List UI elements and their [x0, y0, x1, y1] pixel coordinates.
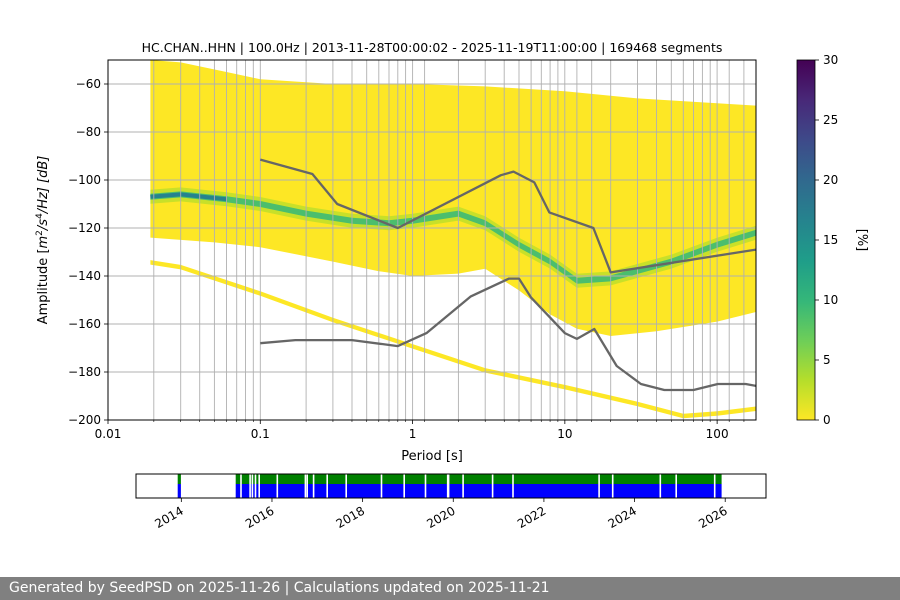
x-tick-label: 1: [409, 427, 417, 441]
timeline-gap: [249, 474, 251, 498]
timeline: 2014 2016 2018 2020 2022 2024 2026: [135, 473, 767, 531]
colorbar-tick-label: 10: [823, 293, 838, 307]
timeline-gap: [276, 474, 279, 498]
y-tick-label: −180: [68, 365, 101, 379]
timeline-gap: [254, 474, 257, 498]
psd-mode-band-core: [150, 191, 756, 284]
timeline-tick-label: 2024: [606, 504, 639, 531]
grid: [108, 60, 756, 420]
colorbar-tick-label: 20: [823, 173, 838, 187]
reference-curve-nhnm: [259, 158, 756, 274]
x-tick-label: 100: [706, 427, 729, 441]
y-axis-label: Amplitude [m2/s4/Hz] [dB]: [35, 156, 51, 325]
timeline-gap: [304, 474, 307, 498]
timeline-gap: [659, 474, 662, 498]
y-label-suffix: /Hz] [dB]: [36, 156, 51, 215]
timeline-gap: [312, 474, 315, 498]
colorbar-tick-label: 15: [823, 233, 838, 247]
y-tick-label: −160: [68, 317, 101, 331]
chart-title: HC.CHAN..HHN | 100.0Hz | 2013-11-28T00:0…: [142, 40, 723, 55]
y-tick-label: −60: [76, 77, 101, 91]
timeline-frame: [135, 473, 767, 499]
colorbar-label: [%]: [854, 229, 869, 252]
psd-envelope: [150, 60, 756, 336]
timeline-tick-label: 2026: [696, 504, 729, 531]
timeline-gap: [326, 474, 328, 498]
timeline-tick-label: 2016: [243, 504, 276, 531]
y-tick-label: −200: [68, 413, 101, 427]
timeline-gap: [403, 474, 405, 498]
timeline-gap: [424, 474, 427, 498]
timeline-data-bar: [177, 474, 181, 484]
timeline-gap: [598, 474, 600, 498]
y-tick-label: −140: [68, 269, 101, 283]
timeline-data-bar: [235, 474, 722, 484]
timeline-tick-label: 2018: [334, 504, 367, 531]
timeline-gap: [345, 474, 347, 498]
colorbar-tick-label: 0: [823, 413, 831, 427]
timeline-psd-bar: [177, 484, 181, 498]
x-tick-label: 10: [557, 427, 572, 441]
colorbar: 0 5 10 15 20 25 30 [%]: [796, 53, 869, 427]
y-axis: −60 −80 −100 −120 −140 −160 −180 −200: [68, 77, 108, 427]
colorbar-tick-label: 30: [823, 53, 838, 67]
y-label-exp2: 2: [35, 230, 45, 236]
timeline-gap: [258, 474, 260, 498]
y-label-m: m: [36, 236, 51, 249]
y-tick-label: −120: [68, 221, 101, 235]
x-axis: 0.01 0.1 1 10 100: [95, 420, 745, 441]
timeline-gap: [380, 474, 383, 498]
timeline-gap: [446, 474, 449, 498]
reference-curve-nlnm: [260, 277, 756, 392]
plot-area: [150, 60, 756, 419]
timeline-tick-label: 2022: [515, 504, 548, 531]
timeline-gap: [491, 474, 494, 498]
colorbar-tick-label: 25: [823, 113, 838, 127]
timeline-gap: [447, 474, 450, 498]
x-tick-label: 0.01: [95, 427, 122, 441]
footer-status: Generated by SeedPSD on 2025-11-26 | Cal…: [0, 577, 900, 600]
y-tick-label: −100: [68, 173, 101, 187]
y-label-prefix: Amplitude [: [36, 248, 51, 324]
timeline-gap: [462, 474, 464, 498]
timeline-bars: [177, 474, 722, 498]
timeline-gap: [251, 474, 254, 498]
reference-curves: [259, 158, 756, 392]
colorbar-ticks: 0 5 10 15 20 25 30: [815, 53, 838, 427]
timeline-gap: [240, 474, 242, 498]
plot-frame: [107, 59, 757, 421]
y-label-s: /s: [36, 219, 51, 231]
psd-figure: HC.CHAN..HHN | 100.0Hz | 2013-11-28T00:0…: [35, 40, 869, 531]
timeline-gap: [675, 474, 677, 498]
timeline-gap: [306, 474, 308, 498]
x-axis-label: Period [s]: [401, 449, 463, 464]
timeline-tick-label: 2020: [424, 504, 457, 531]
timeline-axis: 2014 2016 2018 2020 2022 2024 2026: [152, 498, 730, 531]
x-tick-label: 0.1: [251, 427, 270, 441]
timeline-tick-label: 2014: [152, 504, 185, 531]
y-tick-label: −80: [76, 125, 101, 139]
colorbar-gradient: [796, 59, 816, 421]
timeline-gap: [512, 474, 514, 498]
colorbar-tick-label: 5: [823, 353, 831, 367]
timeline-gap: [713, 474, 716, 498]
y-label-exp4: 4: [35, 213, 45, 219]
timeline-psd-bar: [235, 484, 722, 498]
timeline-gap: [611, 474, 614, 498]
